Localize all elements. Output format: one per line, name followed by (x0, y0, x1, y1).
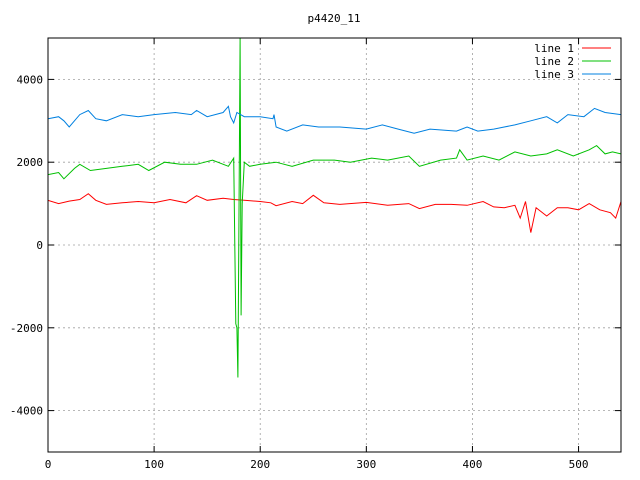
y-tick-label: 4000 (17, 73, 44, 86)
x-tick-label: 0 (45, 458, 52, 471)
y-tick-label: 0 (36, 239, 43, 252)
x-tick-label: 300 (356, 458, 376, 471)
series-line-1 (48, 193, 621, 233)
series-group (48, 38, 621, 378)
legend-label: line 1 (534, 42, 574, 55)
series-line-3 (48, 105, 621, 134)
y-tick-label: -4000 (10, 405, 43, 418)
grid (47, 38, 621, 452)
axis-ticks: -4000 -2000 0 2000 4000 0 100 200 300 400 500 (10, 38, 621, 471)
x-tick-label: 400 (463, 458, 483, 471)
x-tick-label: 500 (569, 458, 589, 471)
legend-label: line 3 (534, 68, 574, 81)
x-tick-label: 100 (144, 458, 164, 471)
legend-label: line 2 (534, 55, 574, 68)
y-tick-label: -2000 (10, 322, 43, 335)
y-tick-label: 2000 (17, 156, 44, 169)
x-tick-label: 200 (250, 458, 270, 471)
chart-title: p4420_11 (308, 12, 361, 25)
series-line-2 (48, 38, 621, 378)
